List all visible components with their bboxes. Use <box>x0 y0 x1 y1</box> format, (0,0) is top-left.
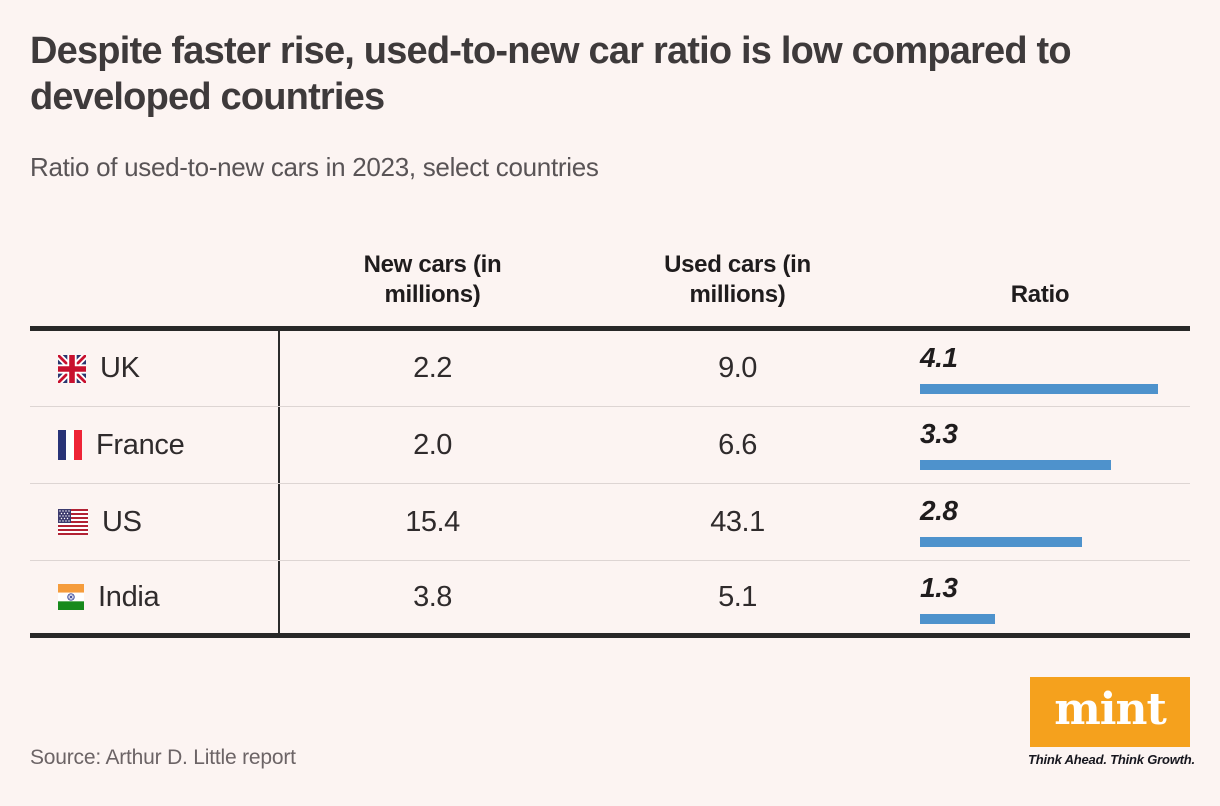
us-flag-icon <box>58 509 88 535</box>
ratio-cell: 3.3 <box>890 407 1190 483</box>
table-row: France 2.0 6.6 3.3 <box>30 407 1190 484</box>
column-header-label: New cars (in millions) <box>363 251 502 308</box>
country-cell: UK <box>30 331 280 406</box>
new-cars-value: 3.8 <box>413 580 452 613</box>
uk-flag-icon <box>58 354 86 383</box>
country-cell: India <box>30 561 280 633</box>
ratio-value: 4.1 <box>920 342 958 373</box>
ratio-bar <box>920 384 1158 394</box>
table-row: UK 2.2 9.0 4.1 <box>30 331 1190 407</box>
source-note: Source: Arthur D. Little report <box>30 746 296 769</box>
column-header-label: Ratio <box>1010 281 1070 308</box>
used-cars-value: 43.1 <box>710 505 765 538</box>
used-cars-value: 5.1 <box>718 580 757 613</box>
table-body: UK 2.2 9.0 4.1 France 2.0 6.6 3.3 <box>30 331 1190 633</box>
column-header-used-cars: Used cars (in millions) <box>585 238 890 326</box>
ratio-cell: 1.3 <box>890 561 1190 633</box>
column-header-ratio: Ratio <box>890 238 1190 326</box>
used-cars-value: 6.6 <box>718 428 757 461</box>
ratio-value: 3.3 <box>920 418 958 449</box>
column-header-label: Used cars (in millions) <box>664 251 811 308</box>
column-header-new-cars: New cars (in millions) <box>280 238 585 326</box>
table-bottom-rule <box>30 633 1190 638</box>
ratio-cell: 2.8 <box>890 484 1190 560</box>
country-label: UK <box>100 352 140 384</box>
table-vertical-divider <box>278 331 280 633</box>
mint-tagline: Think Ahead. Think Growth. <box>1028 752 1195 767</box>
table-row: India 3.8 5.1 1.3 <box>30 561 1190 633</box>
ratio-value: 1.3 <box>920 572 958 603</box>
page-title: Despite faster rise, used-to-new car rat… <box>30 30 1072 118</box>
ratio-bar <box>920 460 1112 470</box>
new-cars-value: 15.4 <box>405 505 460 538</box>
new-cars-value: 2.2 <box>413 352 452 384</box>
country-label: US <box>102 505 142 538</box>
used-cars-value: 9.0 <box>718 352 757 384</box>
table-top-rule <box>30 326 1190 331</box>
ratio-bar <box>920 614 996 624</box>
india-flag-icon <box>58 584 84 610</box>
table-header-row: New cars (in millions) Used cars (in mil… <box>30 238 1190 326</box>
column-header-country <box>30 238 280 326</box>
mint-logo-text: mint <box>1054 684 1167 735</box>
france-flag-icon <box>58 430 82 460</box>
page-subtitle: Ratio of used-to-new cars in 2023, selec… <box>30 152 599 182</box>
table-row: US 15.4 43.1 2.8 <box>30 484 1190 561</box>
country-cell: US <box>30 484 280 560</box>
new-cars-value: 2.0 <box>413 428 452 461</box>
country-label: France <box>96 428 185 461</box>
ratio-bar <box>920 537 1083 547</box>
ratio-value: 2.8 <box>920 495 958 526</box>
country-cell: France <box>30 407 280 483</box>
mint-logo: mint <box>1030 677 1190 747</box>
country-label: India <box>98 580 160 613</box>
ratio-cell: 4.1 <box>890 331 1190 406</box>
